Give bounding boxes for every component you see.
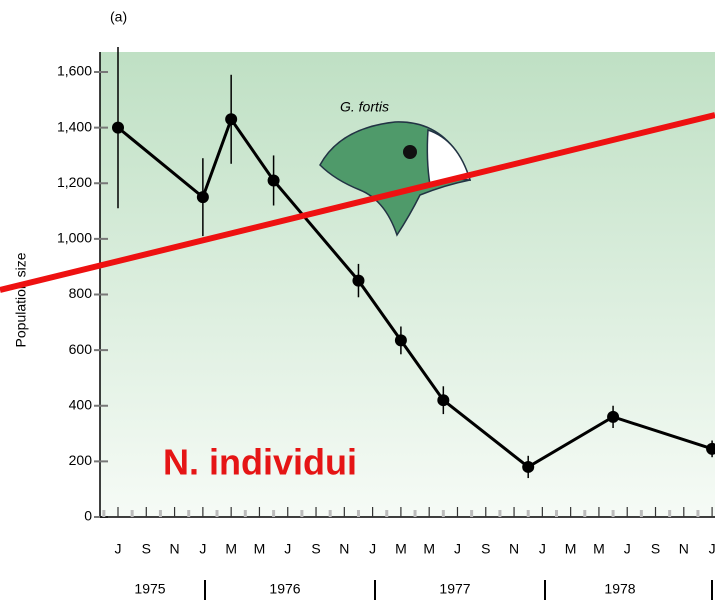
data-point	[607, 410, 620, 423]
annotation: N. individui	[163, 442, 357, 483]
y-tick-label: 1,200	[57, 174, 92, 190]
y-tick-label: 400	[69, 396, 93, 412]
x-tick-label: M	[565, 541, 577, 557]
year-label: 1978	[604, 581, 635, 597]
x-tick-label: J	[284, 541, 291, 557]
data-point	[225, 113, 238, 126]
data-point	[112, 121, 124, 134]
x-tick-label: N	[170, 541, 180, 557]
data-point	[267, 174, 280, 187]
data-point	[352, 274, 365, 287]
x-tick-label: N	[339, 541, 349, 557]
y-tick-label: 1,600	[57, 63, 92, 79]
year-label: 1975	[134, 581, 165, 597]
data-point	[706, 442, 715, 455]
x-tick-label: J	[709, 541, 715, 557]
x-tick-label: M	[423, 541, 435, 557]
x-tick-label: S	[651, 541, 660, 557]
data-point	[196, 191, 209, 204]
x-tick-label: J	[115, 541, 122, 557]
y-tick-label: 1,000	[57, 230, 92, 246]
bird-illustration	[319, 121, 472, 237]
x-tick-label: J	[454, 541, 461, 557]
x-tick-label: J	[624, 541, 631, 557]
data-point	[522, 460, 535, 473]
data-point	[437, 394, 450, 407]
y-tick-label: 1,400	[57, 118, 92, 134]
y-tick-label: 800	[69, 285, 93, 301]
y-axis-label: Population size	[13, 252, 29, 347]
x-tick-label: S	[481, 541, 490, 557]
data-point	[394, 334, 407, 347]
x-tick-label: M	[395, 541, 407, 557]
y-tick-label: 600	[69, 341, 93, 357]
x-tick-label: J	[539, 541, 546, 557]
year-label: 1977	[439, 581, 470, 597]
panel-label: (a)	[110, 9, 127, 25]
y-tick-label: 200	[69, 452, 93, 468]
x-tick-label: J	[199, 541, 206, 557]
x-tick-label: N	[679, 541, 689, 557]
x-tick-label: S	[311, 541, 320, 557]
year-label: 1976	[269, 581, 300, 597]
species-label: G. fortis	[340, 99, 389, 115]
x-tick-label: S	[142, 541, 151, 557]
x-tick-label: M	[225, 541, 237, 557]
data-line	[117, 116, 713, 469]
x-tick-label: J	[369, 541, 376, 557]
x-tick-label: N	[509, 541, 519, 557]
trend-line	[0, 112, 715, 293]
x-tick-label: M	[254, 541, 266, 557]
y-tick-label: 0	[84, 508, 92, 524]
x-tick-label: M	[593, 541, 605, 557]
